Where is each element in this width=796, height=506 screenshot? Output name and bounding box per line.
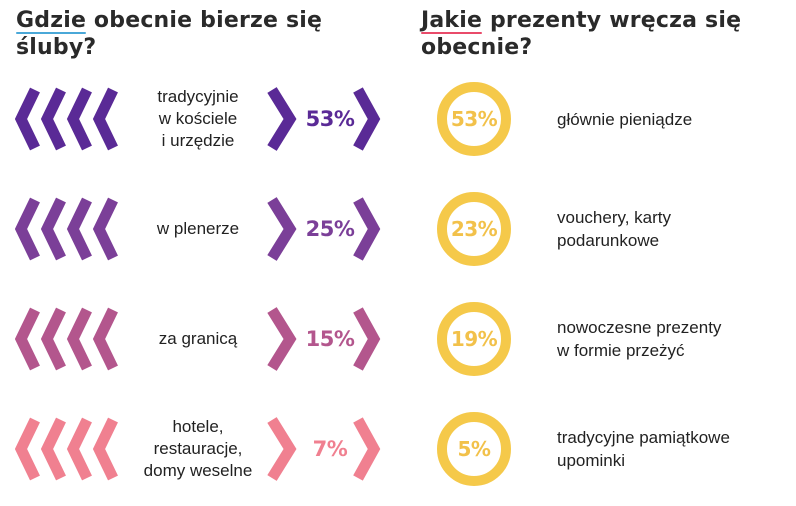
venue-percent: 53% xyxy=(305,107,355,131)
label-line: za granicą xyxy=(158,329,238,348)
chevron-stroke xyxy=(353,307,381,371)
label-lines: w plenerze xyxy=(157,218,239,240)
venue-label: w plenerze xyxy=(133,196,263,262)
chevron-left-icon xyxy=(15,87,118,151)
gift-label: głównie pieniądze xyxy=(557,86,787,152)
label-lines: głównie pieniądze xyxy=(557,108,692,131)
chevron-stroke xyxy=(40,197,66,261)
label-line: tradycyjne pamiątkowe xyxy=(557,428,730,447)
chevron-stroke xyxy=(92,417,118,481)
venue-percent: 15% xyxy=(305,327,355,351)
chevron-left-icon xyxy=(15,307,118,371)
label-line: hotele, xyxy=(172,417,224,436)
chevron-stroke xyxy=(267,307,297,371)
chevron-stroke xyxy=(66,197,92,261)
label-line: tradycyjnie xyxy=(157,87,239,106)
venue-percent: 25% xyxy=(305,217,355,241)
venue-label: tradycyjnie w kościele i urzędzie xyxy=(133,86,263,152)
chevron-stroke xyxy=(15,87,40,151)
label-line: w kościele xyxy=(158,109,238,128)
chevron-right-icon xyxy=(267,87,381,151)
chevron-stroke xyxy=(353,417,381,481)
chevron-stroke xyxy=(40,307,66,371)
venue-label: hotele, restauracje, domy weselne xyxy=(133,416,263,482)
venue-label: za granicą xyxy=(133,306,263,372)
gift-percent: 5% xyxy=(457,437,491,461)
chevron-stroke xyxy=(353,197,381,261)
chevron-stroke xyxy=(66,87,92,151)
label-line: w formie przeżyć xyxy=(557,341,685,360)
chevron-stroke xyxy=(15,417,40,481)
left-heading: Gdzie obecnie bierze się śluby? xyxy=(16,7,346,61)
chevron-stroke xyxy=(267,87,297,151)
row-2: w plenerze 25% 23% vouchery, karty podaru… xyxy=(0,192,796,286)
chevron-stroke xyxy=(40,87,66,151)
gift-label: vouchery, karty podarunkowe xyxy=(557,196,787,262)
gift-label: tradycyjne pamiątkowe upominki xyxy=(557,416,787,482)
chevron-stroke xyxy=(267,197,297,261)
label-lines: nowoczesne prezenty w formie przeżyć xyxy=(557,316,721,362)
chevron-stroke xyxy=(66,417,92,481)
chevron-stroke xyxy=(15,197,40,261)
chevron-stroke xyxy=(66,307,92,371)
left-heading-underlined: Gdzie xyxy=(16,8,87,34)
row-3: za granicą 15% 19% nowoczesne prezenty w … xyxy=(0,302,796,396)
chevron-stroke xyxy=(92,87,118,151)
gift-percent: 53% xyxy=(450,107,498,131)
chevron-stroke xyxy=(92,197,118,261)
gift-ring: 19% xyxy=(437,302,511,376)
label-lines: hotele, restauracje, domy weselne xyxy=(144,416,253,482)
chevron-stroke xyxy=(353,87,381,151)
row-4: hotele, restauracje, domy weselne 7% 5% tr… xyxy=(0,412,796,506)
chevron-left-icon xyxy=(15,417,118,481)
chevron-right-icon xyxy=(267,417,381,481)
label-line: domy weselne xyxy=(143,461,253,480)
gift-ring: 53% xyxy=(437,82,511,156)
left-heading-rest: obecnie bierze się śluby? xyxy=(16,8,323,60)
label-line: podarunkowe xyxy=(557,231,660,250)
label-lines: tradycyjnie w kościele i urzędzie xyxy=(157,86,238,152)
chevron-right-icon xyxy=(267,307,381,371)
gift-ring: 23% xyxy=(437,192,511,266)
label-line: nowoczesne prezenty xyxy=(557,318,722,337)
venue-percent: 7% xyxy=(312,437,348,461)
label-lines: tradycyjne pamiątkowe upominki xyxy=(557,426,730,472)
gift-ring: 5% xyxy=(437,412,511,486)
chevron-stroke xyxy=(15,307,40,371)
chevron-stroke xyxy=(92,307,118,371)
chevron-left-icon xyxy=(15,197,118,261)
gift-percent: 23% xyxy=(450,217,498,241)
label-line: głównie pieniądze xyxy=(557,109,693,129)
right-heading-underlined: Jakie xyxy=(421,8,483,34)
label-lines: za granicą xyxy=(159,328,237,350)
label-line: restauracje, xyxy=(153,439,243,458)
row-1: tradycyjnie w kościele i urzędzie 53% 53% … xyxy=(0,82,796,176)
chevron-stroke xyxy=(267,417,297,481)
label-lines: vouchery, karty podarunkowe xyxy=(557,206,671,252)
right-heading-rest: prezenty wręcza się obecnie? xyxy=(421,8,742,60)
label-line: upominki xyxy=(557,451,626,470)
label-line: w plenerze xyxy=(156,219,240,238)
gift-percent: 19% xyxy=(450,327,498,351)
label-line: vouchery, karty xyxy=(557,208,672,227)
gift-label: nowoczesne prezenty w formie przeżyć xyxy=(557,306,787,372)
chevron-stroke xyxy=(40,417,66,481)
right-heading: Jakie prezenty wręcza się obecnie? xyxy=(421,7,781,61)
label-line: i urzędzie xyxy=(161,131,235,150)
chevron-right-icon xyxy=(267,197,381,261)
